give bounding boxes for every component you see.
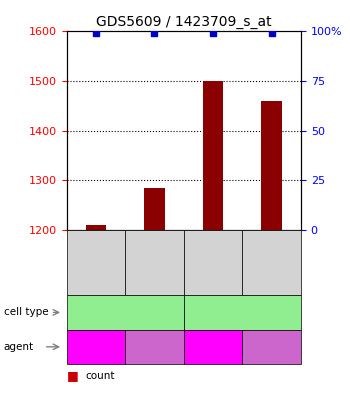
Text: ■: ■ bbox=[66, 391, 78, 393]
Title: GDS5609 / 1423709_s_at: GDS5609 / 1423709_s_at bbox=[96, 15, 272, 29]
Text: control: control bbox=[141, 342, 168, 351]
Text: GSM1382335: GSM1382335 bbox=[150, 232, 159, 293]
Bar bbox=[85, 225, 106, 230]
Text: IL-10-non-secreting Th1
cells: IL-10-non-secreting Th1 cells bbox=[193, 303, 292, 322]
Text: Notch ligan
d delta-like 4: Notch ligan d delta-like 4 bbox=[71, 337, 121, 356]
Text: cell type: cell type bbox=[4, 307, 48, 318]
Text: Notch ligan
d delta-like 4: Notch ligan d delta-like 4 bbox=[188, 337, 238, 356]
Bar bbox=[261, 101, 282, 230]
Text: ■: ■ bbox=[66, 369, 78, 382]
Text: control: control bbox=[258, 342, 285, 351]
Text: GSM1382333: GSM1382333 bbox=[91, 232, 100, 293]
Text: IL-10-secreting
Th1 cells: IL-10-secreting Th1 cells bbox=[94, 303, 156, 322]
Text: count: count bbox=[86, 371, 115, 381]
Bar bbox=[203, 81, 223, 230]
Bar bbox=[144, 188, 165, 230]
Text: GSM1382336: GSM1382336 bbox=[267, 232, 276, 293]
Text: GSM1382334: GSM1382334 bbox=[209, 232, 218, 292]
Text: agent: agent bbox=[4, 342, 34, 352]
